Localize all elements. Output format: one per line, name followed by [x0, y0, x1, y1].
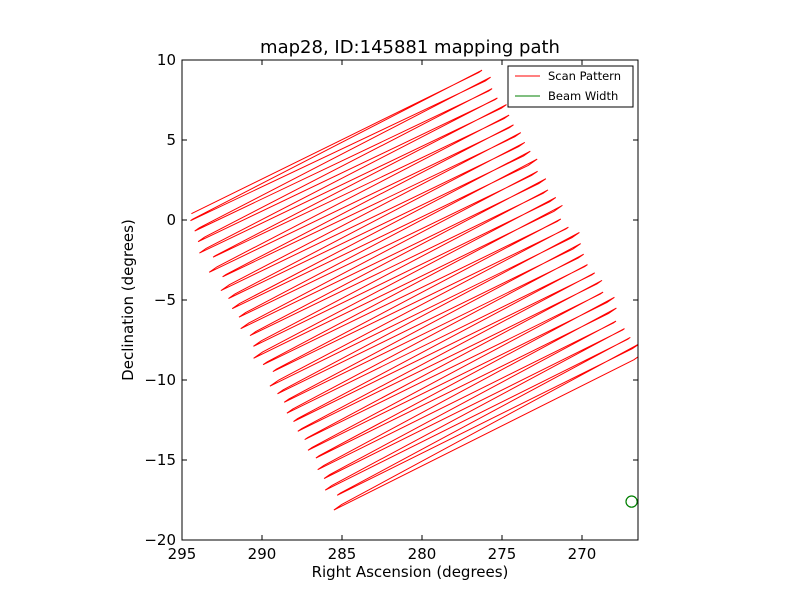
scan-pattern-line [190, 69, 638, 511]
x-tick-label: 290 [248, 545, 277, 563]
y-tick-label: 5 [166, 131, 176, 149]
x-tick-label: 295 [168, 545, 197, 563]
y-tick-label: −20 [144, 531, 176, 549]
axis-ticks [181, 59, 638, 541]
y-tick-label: 0 [166, 211, 176, 229]
y-axis-label: Declination (degrees) [119, 219, 137, 381]
legend: Scan Pattern Beam Width [507, 65, 634, 108]
scan-pattern-series [190, 69, 638, 511]
legend-label-beam-width: Beam Width [548, 89, 618, 103]
chart-title: map28, ID:145881 mapping path [260, 37, 560, 58]
y-tick-label: −15 [144, 451, 176, 469]
x-tick-label: 285 [328, 545, 357, 563]
x-tick-labels: 295 290 285 280 275 270 [168, 545, 597, 563]
x-tick-label: 270 [568, 545, 597, 563]
y-tick-label: −5 [154, 291, 176, 309]
y-tick-label: −10 [144, 371, 176, 389]
x-tick-label: 275 [488, 545, 517, 563]
legend-label-scan-pattern: Scan Pattern [548, 69, 621, 83]
y-tick-label: 10 [157, 51, 176, 69]
beam-width-circle [625, 495, 638, 508]
y-tick-labels: 10 5 0 −5 −10 −15 −20 [144, 51, 176, 549]
x-axis-label: Right Ascension (degrees) [312, 563, 509, 581]
legend-box [507, 65, 634, 108]
x-tick-label: 280 [408, 545, 437, 563]
beam-width-series [625, 495, 638, 508]
